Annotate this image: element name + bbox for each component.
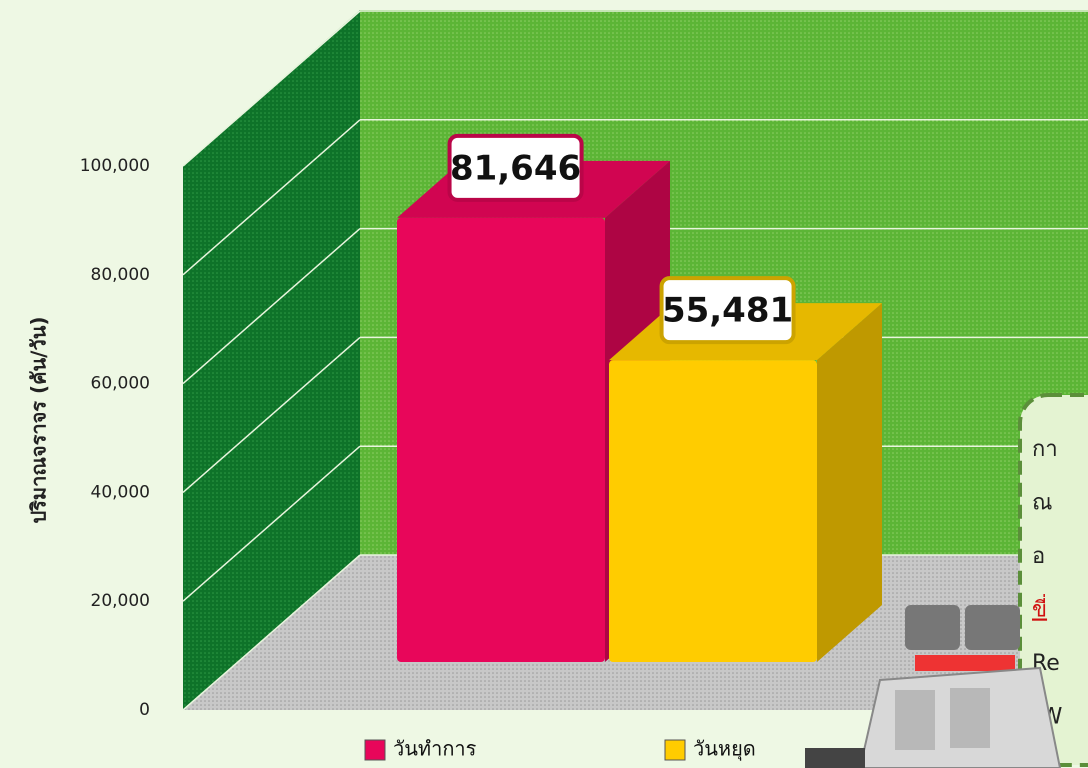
page: 0 20,000 40,000 60,000 80,000 100,000 81,646 5… — [0, 0, 1088, 768]
annotation-line: อ — [1032, 544, 1045, 569]
y-tick-label: 0 — [139, 700, 150, 720]
legend-label: วันทำการ — [393, 737, 477, 761]
value-label: 81,646 — [450, 148, 581, 188]
bar — [397, 218, 605, 662]
y-tick-label: 20,000 — [91, 591, 150, 611]
annotation-line: กา — [1032, 437, 1058, 462]
y-tick-label: 100,000 — [80, 156, 150, 176]
bar-side — [817, 303, 882, 662]
legend-swatch — [665, 740, 685, 760]
y-axis-label: ปริมาณจราจร (คัน/วัน) — [27, 316, 51, 523]
y-tick-label: 80,000 — [91, 265, 150, 285]
legend: วันทำการ วันหยุด — [365, 737, 756, 762]
chart: 0 20,000 40,000 60,000 80,000 100,000 81,646 5… — [0, 0, 1088, 768]
annotation-line: ณ — [1032, 491, 1052, 516]
annotation-line: ขี่ — [1032, 594, 1047, 623]
legend-label: วันหยุด — [693, 737, 756, 762]
bar — [609, 360, 817, 662]
y-tick-label: 60,000 — [91, 374, 150, 394]
value-label: 55,481 — [662, 291, 793, 331]
legend-swatch — [365, 740, 385, 760]
y-tick-label: 40,000 — [91, 482, 150, 502]
